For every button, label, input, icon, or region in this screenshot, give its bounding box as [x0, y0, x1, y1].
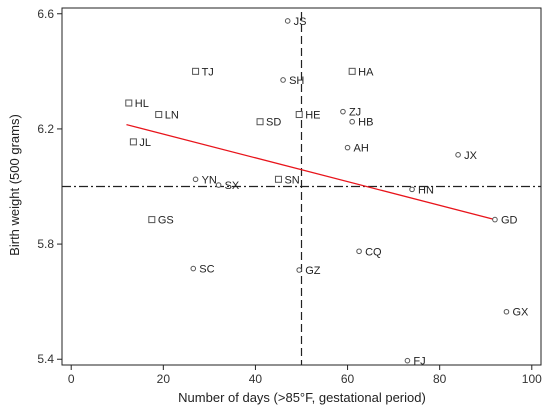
- point-label-ln: LN: [165, 110, 179, 122]
- point-label-hb: HB: [358, 117, 373, 129]
- data-point-gx: [503, 308, 510, 315]
- point-label-jx: JX: [464, 150, 478, 162]
- y-axis-title: Birth weight (500 grams): [7, 114, 22, 256]
- data-point-hn: [409, 186, 415, 193]
- data-point-sn: [274, 175, 282, 183]
- data-point-yn: [192, 176, 199, 183]
- data-point-gz: [296, 267, 302, 273]
- point-label-sc: SC: [199, 264, 214, 276]
- data-point-tj: [192, 67, 200, 75]
- data-point-sc: [190, 265, 197, 272]
- data-point-zj: [340, 108, 346, 115]
- point-label-fj: FJ: [413, 356, 425, 368]
- data-point-gd: [492, 216, 498, 223]
- point-label-sx: SX: [225, 180, 240, 192]
- y-tick-label: 6.6: [37, 7, 54, 21]
- fit-line-group: [126, 123, 496, 221]
- point-label-ah: AH: [354, 143, 369, 155]
- data-point-js: [284, 18, 291, 24]
- x-tick-label: 40: [249, 372, 263, 386]
- point-label-sn: SN: [284, 174, 299, 186]
- x-axis-title: Number of days (>85°F, gestational perio…: [178, 390, 426, 405]
- data-point-ln: [155, 111, 163, 119]
- point-label-he: HE: [305, 110, 320, 122]
- data-point-sh: [280, 77, 286, 83]
- point-label-gz: GZ: [305, 265, 321, 277]
- x-tick-label: 80: [433, 372, 447, 386]
- data-point-hl: [125, 99, 133, 107]
- reference-lines: [62, 12, 541, 365]
- point-label-js: JS: [294, 16, 307, 28]
- point-label-cq: CQ: [365, 246, 382, 258]
- data-point-sd: [256, 118, 264, 126]
- data-point-he: [295, 111, 303, 119]
- point-label-ha: HA: [358, 66, 374, 78]
- y-tick-label: 5.8: [37, 237, 54, 251]
- data-point-cq: [356, 248, 362, 255]
- data-point-hb: [349, 118, 355, 125]
- y-tick-label: 6.2: [37, 122, 54, 136]
- y-axis: 5.4 5.8 6.2 6.6: [37, 7, 62, 366]
- point-label-yn: YN: [202, 174, 217, 186]
- point-label-hl: HL: [135, 98, 149, 110]
- point-label-gx: GX: [512, 307, 529, 319]
- x-axis: 0 20 40 60 80 100: [68, 365, 542, 386]
- data-point-sx: [215, 182, 222, 188]
- data-point-ha: [348, 67, 356, 75]
- data-points: JS TJ HA SH HL LN HE ZJ SD HB JL AH JX YN SX SN HN GS GD CQ…: [125, 16, 529, 368]
- point-label-jl: JL: [139, 137, 151, 149]
- data-point-jx: [455, 152, 461, 158]
- point-label-sh: SH: [289, 75, 304, 87]
- y-tick-label: 5.4: [37, 352, 54, 366]
- x-tick-label: 60: [341, 372, 355, 386]
- fit-line: [126, 123, 496, 221]
- data-point-fj: [404, 357, 411, 364]
- point-label-tj: TJ: [202, 66, 214, 78]
- data-point-gs: [148, 216, 156, 224]
- data-point-ah: [344, 144, 351, 151]
- point-label-gs: GS: [158, 215, 174, 227]
- point-label-hn: HN: [418, 184, 434, 196]
- point-label-zj: ZJ: [349, 107, 361, 119]
- x-tick-label: 20: [157, 372, 171, 386]
- data-point-jl: [129, 138, 137, 146]
- x-tick-label: 0: [68, 372, 75, 386]
- point-label-sd: SD: [266, 117, 281, 129]
- point-label-gd: GD: [501, 215, 518, 227]
- x-tick-label: 100: [522, 372, 542, 386]
